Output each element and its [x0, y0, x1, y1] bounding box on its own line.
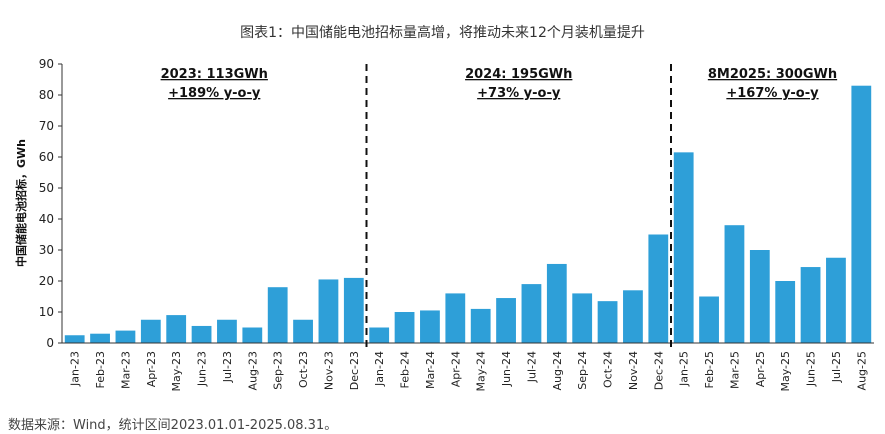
chart-title: 图表1：中国储能电池招标量高增，将推动未来12个月装机量提升 — [240, 25, 645, 41]
bar — [597, 301, 618, 343]
bar — [648, 234, 669, 343]
x-tick-label: Jul-24 — [525, 351, 538, 383]
bar — [267, 287, 288, 343]
bar — [851, 85, 872, 343]
x-tick-label: Jul-25 — [830, 351, 843, 383]
year-annotations: 2023: 113GWh +189% y-o-y 2024: 195GWh +73% … — [161, 67, 838, 101]
y-tick-label: 90 — [39, 57, 54, 71]
bar — [293, 319, 313, 343]
x-tick-label: Apr-25 — [754, 351, 767, 387]
x-tick-label: Jun-24 — [500, 351, 513, 387]
bar — [394, 312, 415, 343]
bar — [420, 310, 440, 343]
bar — [191, 325, 212, 343]
x-tick-label: May-23 — [170, 351, 183, 392]
bar — [699, 296, 719, 343]
y-axis: 0 10 20 30 40 50 60 70 80 90 — [39, 57, 63, 350]
x-tick-label: Feb-23 — [94, 351, 107, 388]
x-tick-label: Aug-24 — [551, 351, 564, 390]
bar — [64, 335, 85, 343]
bar — [673, 152, 694, 343]
bar — [343, 277, 364, 343]
y-tick-label: 20 — [39, 274, 54, 288]
bar — [826, 257, 846, 343]
x-tick-label: Jul-23 — [221, 351, 234, 383]
bars — [64, 85, 872, 343]
y-tick-label: 50 — [39, 181, 54, 195]
annotation-total: 8M2025: 300GWh — [708, 67, 837, 82]
bar — [521, 284, 542, 343]
x-axis: Jan-23 Feb-23 Mar-23 Apr-23 May-23 Jun-23 Jul-… — [62, 342, 874, 392]
bar — [166, 315, 187, 343]
annotation-growth: +73% y-o-y — [477, 86, 561, 101]
bar — [445, 293, 466, 343]
annotation-growth: +189% y-o-y — [168, 86, 261, 101]
x-tick-label: Jun-23 — [196, 351, 209, 387]
x-tick-label: Dec-23 — [348, 351, 361, 390]
x-tick-label: Sep-24 — [576, 351, 589, 390]
y-tick-label: 30 — [39, 243, 54, 257]
x-tick-label: Mar-25 — [728, 351, 741, 389]
x-tick-label: Sep-23 — [272, 351, 285, 390]
bar — [369, 327, 390, 343]
bar — [140, 319, 161, 343]
bar — [217, 319, 237, 343]
y-tick-label: 10 — [39, 305, 54, 319]
annotation-total: 2023: 113GWh — [161, 67, 268, 82]
x-tick-label: Apr-23 — [145, 351, 158, 387]
x-tick-label: Dec-24 — [652, 351, 665, 390]
x-tick-label: Nov-24 — [627, 351, 640, 390]
annotation-growth: +167% y-o-y — [726, 86, 819, 101]
bar — [775, 281, 796, 343]
bar — [749, 250, 770, 343]
x-tick-label: Jan-23 — [69, 351, 82, 387]
y-tick-label: 60 — [39, 150, 54, 164]
x-tick-label: Jun-25 — [805, 351, 818, 387]
bar — [623, 290, 643, 343]
x-tick-label: Nov-23 — [322, 351, 335, 390]
x-tick-label: Jan-25 — [678, 351, 691, 387]
y-tick-label: 70 — [39, 119, 54, 133]
bar — [470, 308, 491, 343]
bar — [90, 333, 110, 343]
x-tick-label: Aug-25 — [855, 351, 868, 390]
x-tick-label: Apr-24 — [449, 351, 462, 387]
y-axis-label: 中国储能电池招标，GWh — [14, 139, 28, 267]
x-tick-label: Oct-23 — [297, 351, 310, 388]
y-tick-label: 80 — [39, 88, 54, 102]
x-tick-label: May-24 — [475, 351, 488, 392]
bar — [546, 263, 567, 343]
bar — [115, 330, 136, 343]
y-tick-label: 40 — [39, 212, 54, 226]
y-tick-label: 0 — [46, 336, 54, 350]
source-note: 数据来源：Wind，统计区间2023.01.01-2025.08.31。 — [8, 418, 338, 433]
bar — [496, 298, 516, 343]
bar — [318, 279, 339, 343]
x-tick-label: Oct-24 — [602, 351, 615, 388]
x-tick-label: Mar-24 — [424, 351, 437, 389]
x-tick-label: Feb-25 — [703, 351, 716, 388]
x-tick-label: May-25 — [779, 351, 792, 392]
bar — [572, 293, 593, 343]
x-tick-label: Jan-24 — [373, 351, 386, 387]
annotation-total: 2024: 195GWh — [465, 67, 572, 82]
x-tick-label: Feb-24 — [399, 351, 412, 388]
x-tick-label: Mar-23 — [119, 351, 132, 389]
x-tick-label: Aug-23 — [246, 351, 259, 390]
bar — [800, 267, 821, 343]
bar — [724, 225, 745, 343]
bar — [242, 327, 263, 343]
